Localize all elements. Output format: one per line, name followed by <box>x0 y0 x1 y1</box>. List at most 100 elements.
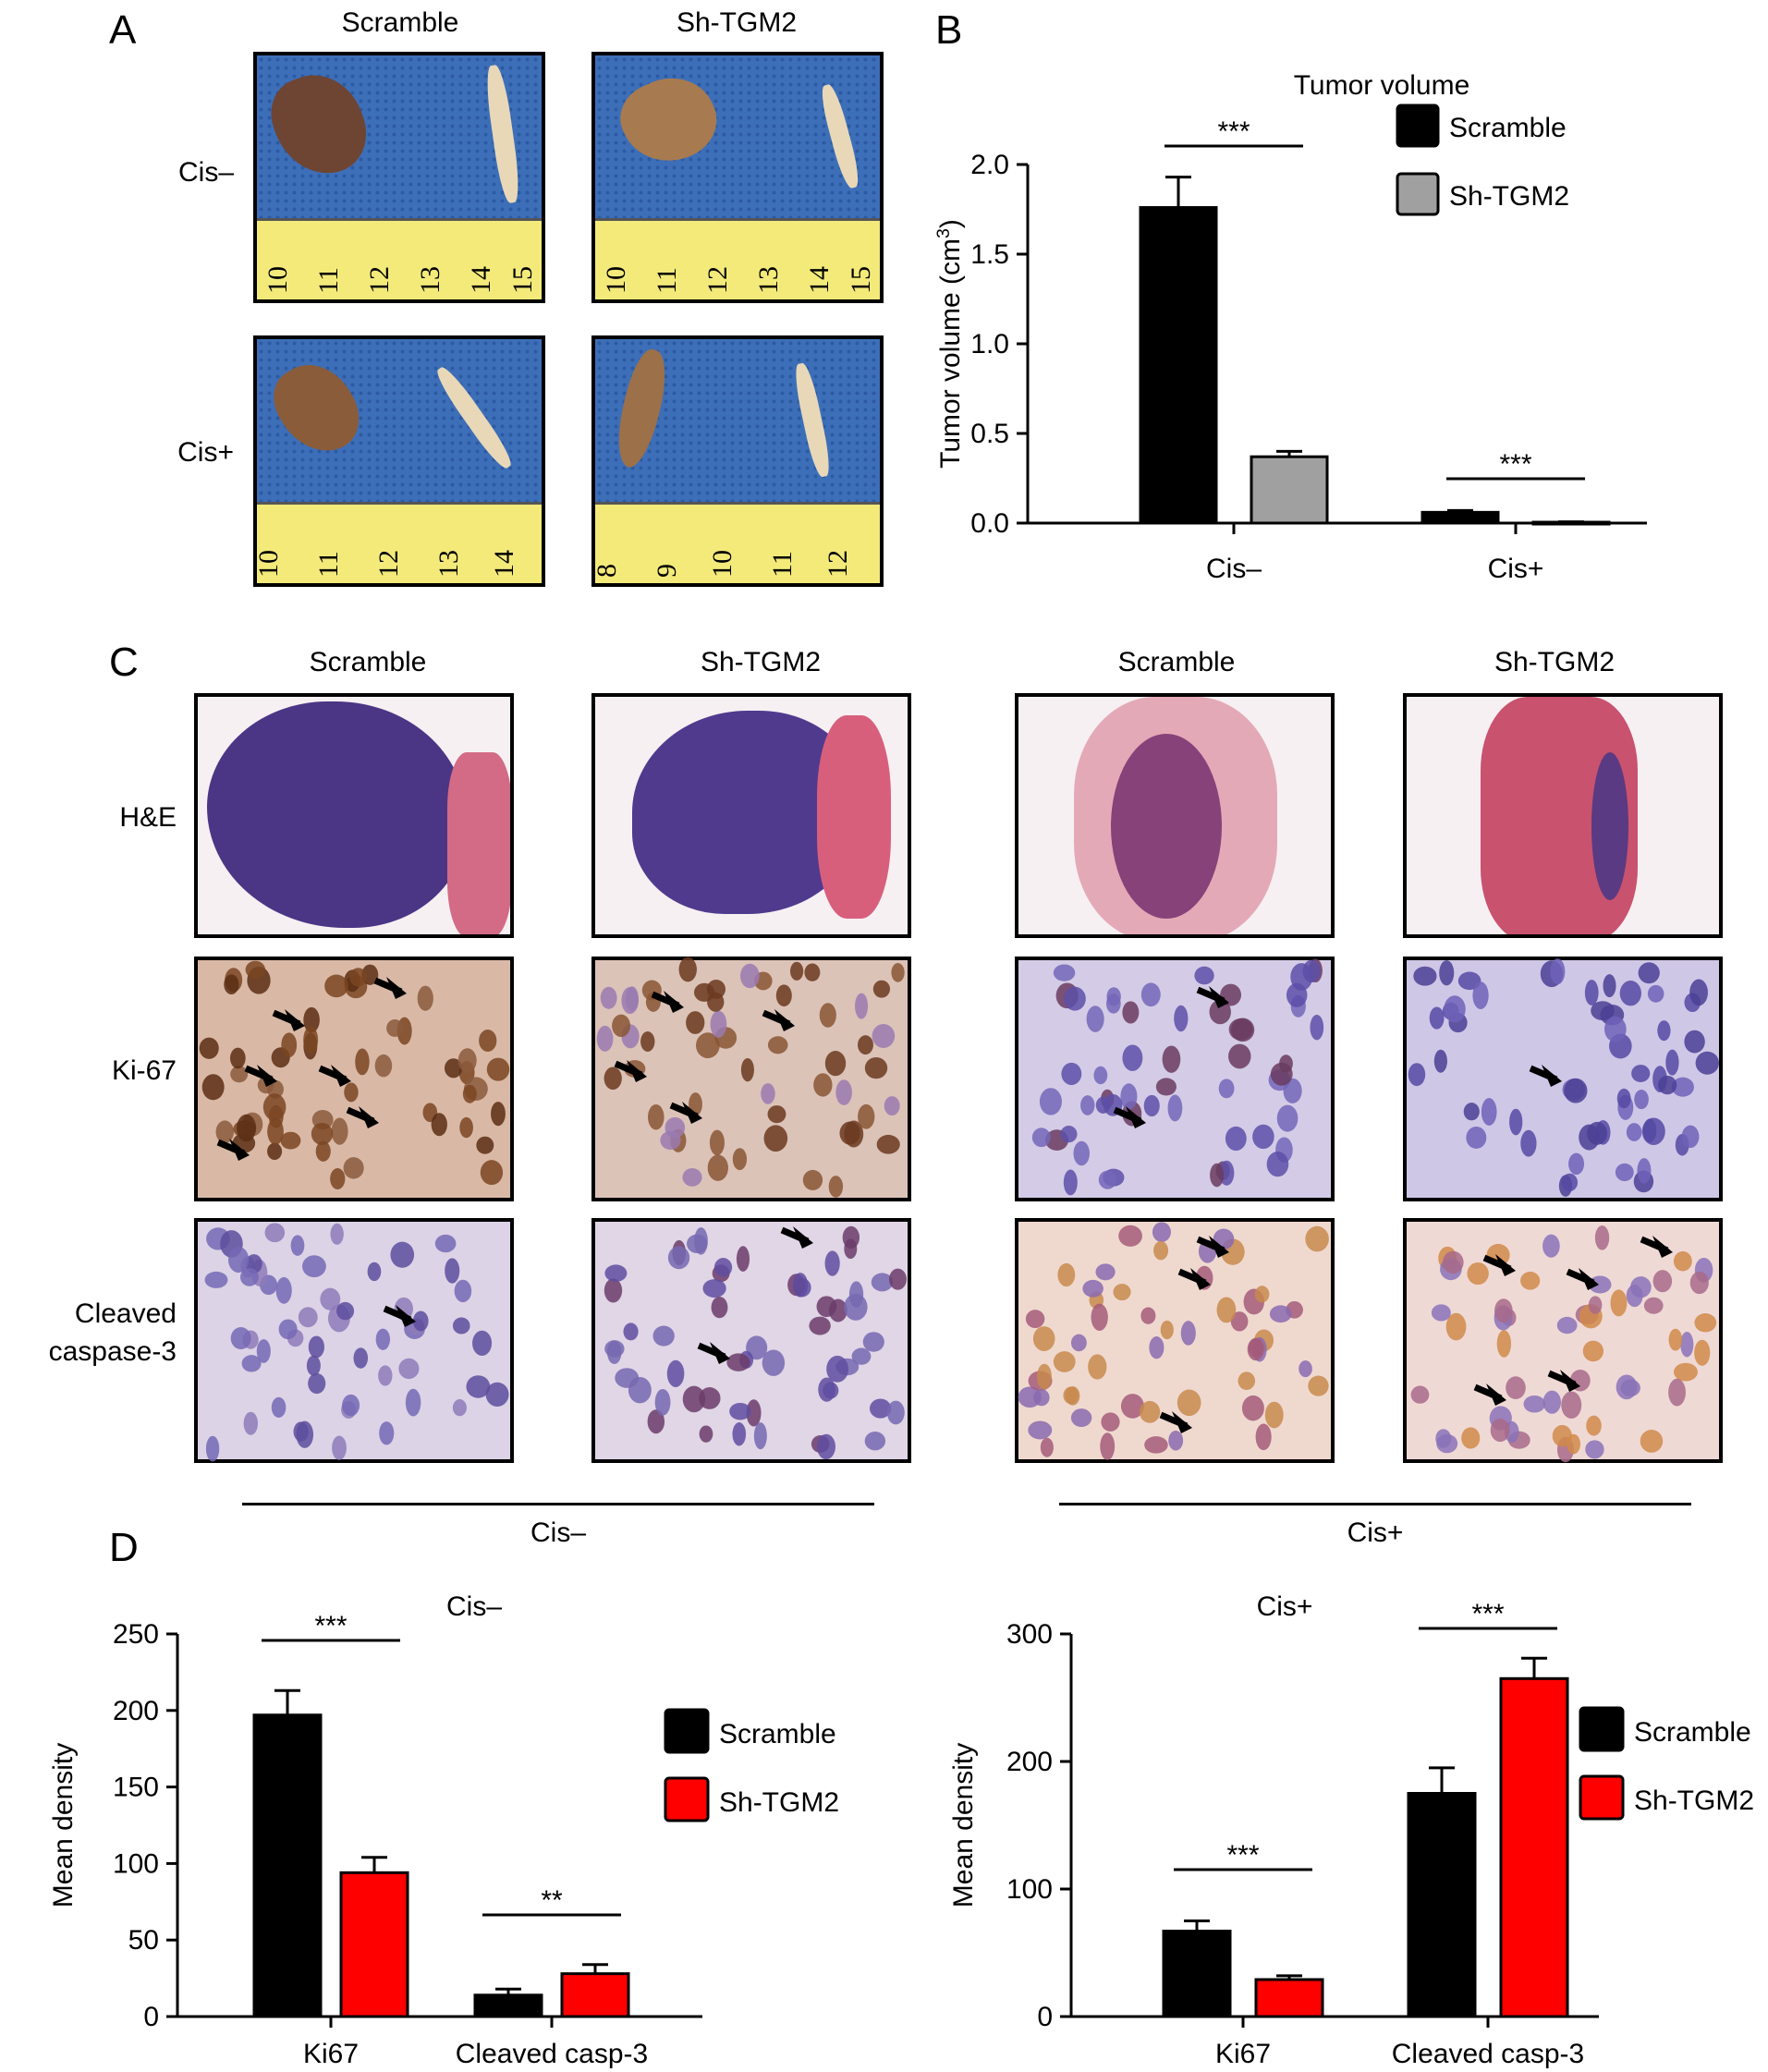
cell-nucleus <box>336 1301 355 1321</box>
cell-nucleus <box>1162 1045 1181 1073</box>
panel-c-col-label-4: Sh-TGM2 <box>1494 647 1616 677</box>
cell-nucleus <box>457 1048 477 1073</box>
cell-nucleus <box>871 1273 894 1292</box>
cell-nucleus <box>452 1399 467 1417</box>
significance-label: ** <box>541 1885 563 1916</box>
cell-nucleus <box>767 1105 786 1124</box>
cell-nucleus <box>1472 981 1489 1010</box>
cell-nucleus <box>386 1019 404 1037</box>
cell-nucleus <box>199 1037 219 1059</box>
cell-nucleus <box>804 963 821 981</box>
x-tick-label: Ki67 <box>1215 2039 1271 2069</box>
cell-nucleus <box>204 1271 228 1288</box>
cell-nucleus <box>1140 982 1161 1007</box>
chart-title: Tumor volume <box>1294 70 1470 101</box>
cell-nucleus <box>1410 1385 1430 1404</box>
cell-nucleus <box>378 1365 393 1386</box>
panel-letter-b: B <box>935 7 963 53</box>
cell-nucleus <box>296 1420 314 1448</box>
cell-nucleus <box>201 1074 225 1101</box>
cell-nucleus <box>1509 1108 1523 1136</box>
cell-nucleus <box>472 1330 493 1356</box>
cell-nucleus <box>862 1332 884 1352</box>
cell-nucleus <box>1160 1320 1174 1340</box>
cell-nucleus <box>1255 1423 1272 1451</box>
cell-nucleus <box>1216 1297 1237 1323</box>
cell-nucleus <box>1228 1018 1253 1041</box>
cell-nucleus <box>275 1276 292 1304</box>
cell-nucleus <box>1643 1297 1664 1314</box>
cell-nucleus <box>1642 1118 1657 1143</box>
arrow-head-icon <box>285 1009 305 1031</box>
cell-nucleus <box>486 1057 510 1081</box>
cell-nucleus <box>1036 1363 1052 1390</box>
cell-nucleus <box>615 1368 640 1388</box>
cell-nucleus <box>746 1399 762 1427</box>
y-tick-label: 100 <box>113 1848 159 1879</box>
bar-scramble-0 <box>252 1713 323 2018</box>
legend-label-1: Sh-TGM2 <box>719 1787 839 1818</box>
panel-c-col-label-3: Scramble <box>1117 647 1236 677</box>
arrow-head-icon <box>1542 1065 1562 1087</box>
cell-nucleus <box>710 1010 727 1038</box>
significance-label: *** <box>314 1611 347 1641</box>
cell-nucleus <box>303 1006 320 1033</box>
cell-nucleus <box>1695 1051 1720 1075</box>
arrow-head-icon <box>793 1226 813 1249</box>
bar-sh-tgm2-0 <box>1254 1978 1324 2018</box>
chart-b-tumor-volume: Tumor volume 0.0 0.5 1.0 1.5 2.0 Tumor volume … <box>933 70 1647 584</box>
cell-nucleus <box>678 957 697 982</box>
cell-nucleus <box>762 1349 786 1376</box>
cell-nucleus <box>1603 974 1616 998</box>
cell-nucleus <box>1673 1362 1698 1382</box>
panel-c-col-label-1: Scramble <box>309 647 427 677</box>
cell-nucleus <box>1225 1126 1247 1152</box>
cell-nucleus <box>349 968 367 987</box>
cell-nucleus <box>374 1054 393 1078</box>
legend-swatch-0 <box>1396 104 1440 148</box>
he-image-3 <box>1015 693 1335 938</box>
cell-nucleus <box>1093 1066 1108 1085</box>
y-tick-label: 100 <box>1006 1874 1053 1905</box>
bar-scramble-0 <box>1162 1930 1232 2018</box>
cell-nucleus <box>711 1297 728 1319</box>
cell-nucleus <box>809 1316 831 1335</box>
arrow-head-icon <box>710 1342 730 1364</box>
cell-nucleus <box>1139 1400 1161 1423</box>
cell-nucleus <box>330 1223 344 1245</box>
cell-nucleus <box>241 1355 262 1372</box>
cell-nucleus <box>1586 1415 1602 1436</box>
cell-nucleus <box>1463 1103 1480 1121</box>
cell-nucleus <box>1028 1420 1053 1440</box>
arrow-head-icon <box>1652 1236 1673 1258</box>
cell-nucleus <box>858 1103 875 1129</box>
cell-nucleus <box>320 1287 341 1310</box>
cell-nucleus <box>707 1154 728 1181</box>
row-label-caspase3: caspase-3 <box>48 1336 177 1367</box>
cell-nucleus <box>1589 1275 1612 1294</box>
panel-a-row-label-cis-plus: Cis+ <box>177 437 234 468</box>
cell-nucleus <box>1230 1311 1249 1332</box>
x-tick-label: Cleaved casp-3 <box>456 2039 648 2069</box>
cell-nucleus <box>709 1129 725 1156</box>
cell-nucleus <box>1431 1304 1451 1322</box>
cell-nucleus <box>1060 1126 1078 1143</box>
cell-nucleus <box>1520 1271 1541 1290</box>
y-axis-label: Mean density <box>48 1743 79 1907</box>
cell-nucleus <box>816 1296 837 1318</box>
cell-nucleus <box>686 1011 705 1034</box>
cell-nucleus <box>1668 1328 1683 1351</box>
cell-nucleus <box>330 1167 346 1190</box>
cell-nucleus <box>775 984 792 1007</box>
cell-nucleus <box>702 1279 726 1298</box>
cell-nucleus <box>824 1250 840 1276</box>
cell-nucleus <box>844 1238 858 1260</box>
cell-nucleus <box>1143 1094 1160 1117</box>
cell-nucleus <box>1610 1289 1628 1317</box>
y-tick-label: 250 <box>113 1619 159 1650</box>
cell-nucleus <box>264 1223 286 1243</box>
cell-nucleus <box>687 1234 708 1253</box>
significance-label: *** <box>1226 1840 1259 1871</box>
chart-d-cis-plus: Cis+ 0 100 200 300 Mean density Ki67 *** Cleaved… <box>948 1591 1754 2069</box>
he-image-4 <box>1403 693 1723 938</box>
